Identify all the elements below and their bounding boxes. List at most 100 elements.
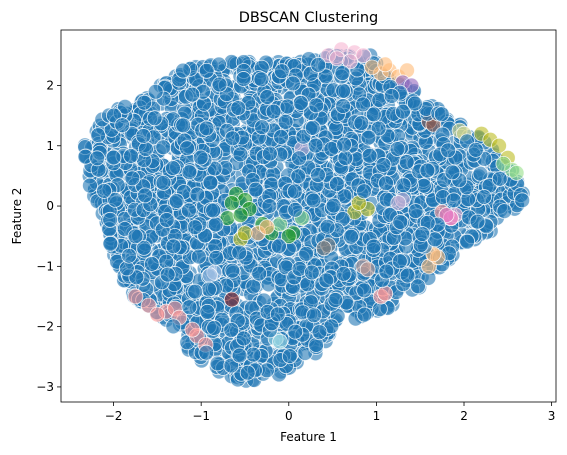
noise-point (308, 97, 325, 114)
noise-point (467, 141, 484, 158)
noise-point (181, 164, 198, 181)
noise-point (261, 145, 278, 162)
cluster-point (495, 155, 512, 172)
cluster-point (223, 195, 240, 211)
noise-point (370, 120, 387, 137)
noise-point (353, 115, 370, 131)
noise-point (259, 89, 276, 105)
noise-point (291, 150, 307, 167)
noise-point (201, 281, 217, 298)
noise-point (168, 193, 185, 209)
noise-point (378, 175, 394, 192)
noise-point (337, 150, 354, 166)
cluster-point (223, 291, 240, 308)
noise-point (414, 226, 431, 242)
cluster-point (390, 195, 407, 211)
noise-point (199, 303, 216, 320)
noise-point (230, 100, 247, 116)
noise-point (335, 98, 351, 114)
noise-point (165, 238, 182, 255)
cluster-point (508, 164, 525, 181)
noise-point (261, 198, 278, 214)
noise-point (105, 149, 122, 166)
cluster-point (272, 333, 288, 350)
noise-point (82, 177, 98, 194)
noise-point (273, 129, 289, 145)
cluster-point (342, 53, 359, 70)
cluster-point (403, 77, 420, 94)
y-axis: −3 −2 −1 0 1 2 (36, 78, 61, 394)
noise-point (395, 177, 412, 194)
noise-point (459, 233, 476, 250)
cluster-point (377, 285, 394, 302)
noise-point (181, 202, 197, 219)
noise-point (231, 244, 248, 261)
noise-point (143, 256, 160, 272)
noise-point (123, 148, 139, 164)
y-tick-label: −2 (36, 320, 54, 334)
noise-point (207, 216, 224, 233)
noise-point (271, 238, 287, 255)
cluster-point (258, 219, 275, 236)
noise-point (284, 75, 301, 92)
x-axis: −2 −1 0 1 2 3 (105, 402, 555, 423)
noise-point (114, 117, 131, 134)
noise-point (90, 127, 106, 144)
noise-point (334, 65, 351, 82)
noise-point (389, 141, 406, 157)
noise-point (375, 157, 392, 173)
noise-point (136, 94, 153, 111)
noise-point (277, 113, 294, 130)
noise-point (205, 202, 222, 219)
noise-point (336, 136, 352, 153)
noise-point (343, 228, 359, 245)
x-tick-label: 1 (373, 409, 381, 423)
noise-point (127, 228, 144, 245)
noise-point (335, 82, 352, 99)
noise-point (392, 214, 409, 230)
noise-point (287, 323, 304, 340)
noise-point (187, 219, 203, 236)
noise-point (365, 238, 382, 255)
noise-point (96, 183, 112, 199)
noise-point (158, 212, 175, 228)
noise-point (514, 192, 531, 209)
noise-point (102, 235, 119, 252)
noise-point (298, 245, 315, 262)
cluster-point (280, 228, 297, 245)
noise-point (419, 162, 436, 179)
noise-point (290, 168, 307, 185)
noise-point (306, 307, 322, 324)
y-tick-label: 0 (46, 199, 54, 213)
points-layer (77, 41, 531, 389)
noise-point (224, 262, 241, 279)
noise-point (247, 181, 264, 198)
noise-point (445, 192, 462, 209)
noise-point (327, 292, 344, 308)
noise-point (305, 192, 322, 209)
noise-point (165, 160, 181, 177)
cluster-point (232, 207, 249, 224)
cluster-point (127, 288, 144, 305)
noise-point (198, 62, 215, 79)
noise-point (356, 282, 373, 299)
noise-point (476, 189, 492, 205)
noise-point (395, 103, 411, 120)
noise-point (117, 98, 133, 115)
noise-point (102, 211, 119, 228)
noise-point (310, 167, 326, 183)
noise-point (189, 186, 206, 203)
noise-point (311, 324, 328, 341)
noise-point (190, 248, 207, 265)
noise-point (383, 88, 400, 104)
noise-point (187, 283, 204, 300)
noise-point (208, 249, 225, 266)
noise-point (135, 239, 152, 256)
noise-point (335, 265, 352, 282)
noise-point (251, 265, 268, 282)
noise-point (399, 267, 416, 284)
noise-point (279, 98, 296, 115)
noise-point (281, 348, 298, 365)
noise-point (235, 71, 252, 87)
